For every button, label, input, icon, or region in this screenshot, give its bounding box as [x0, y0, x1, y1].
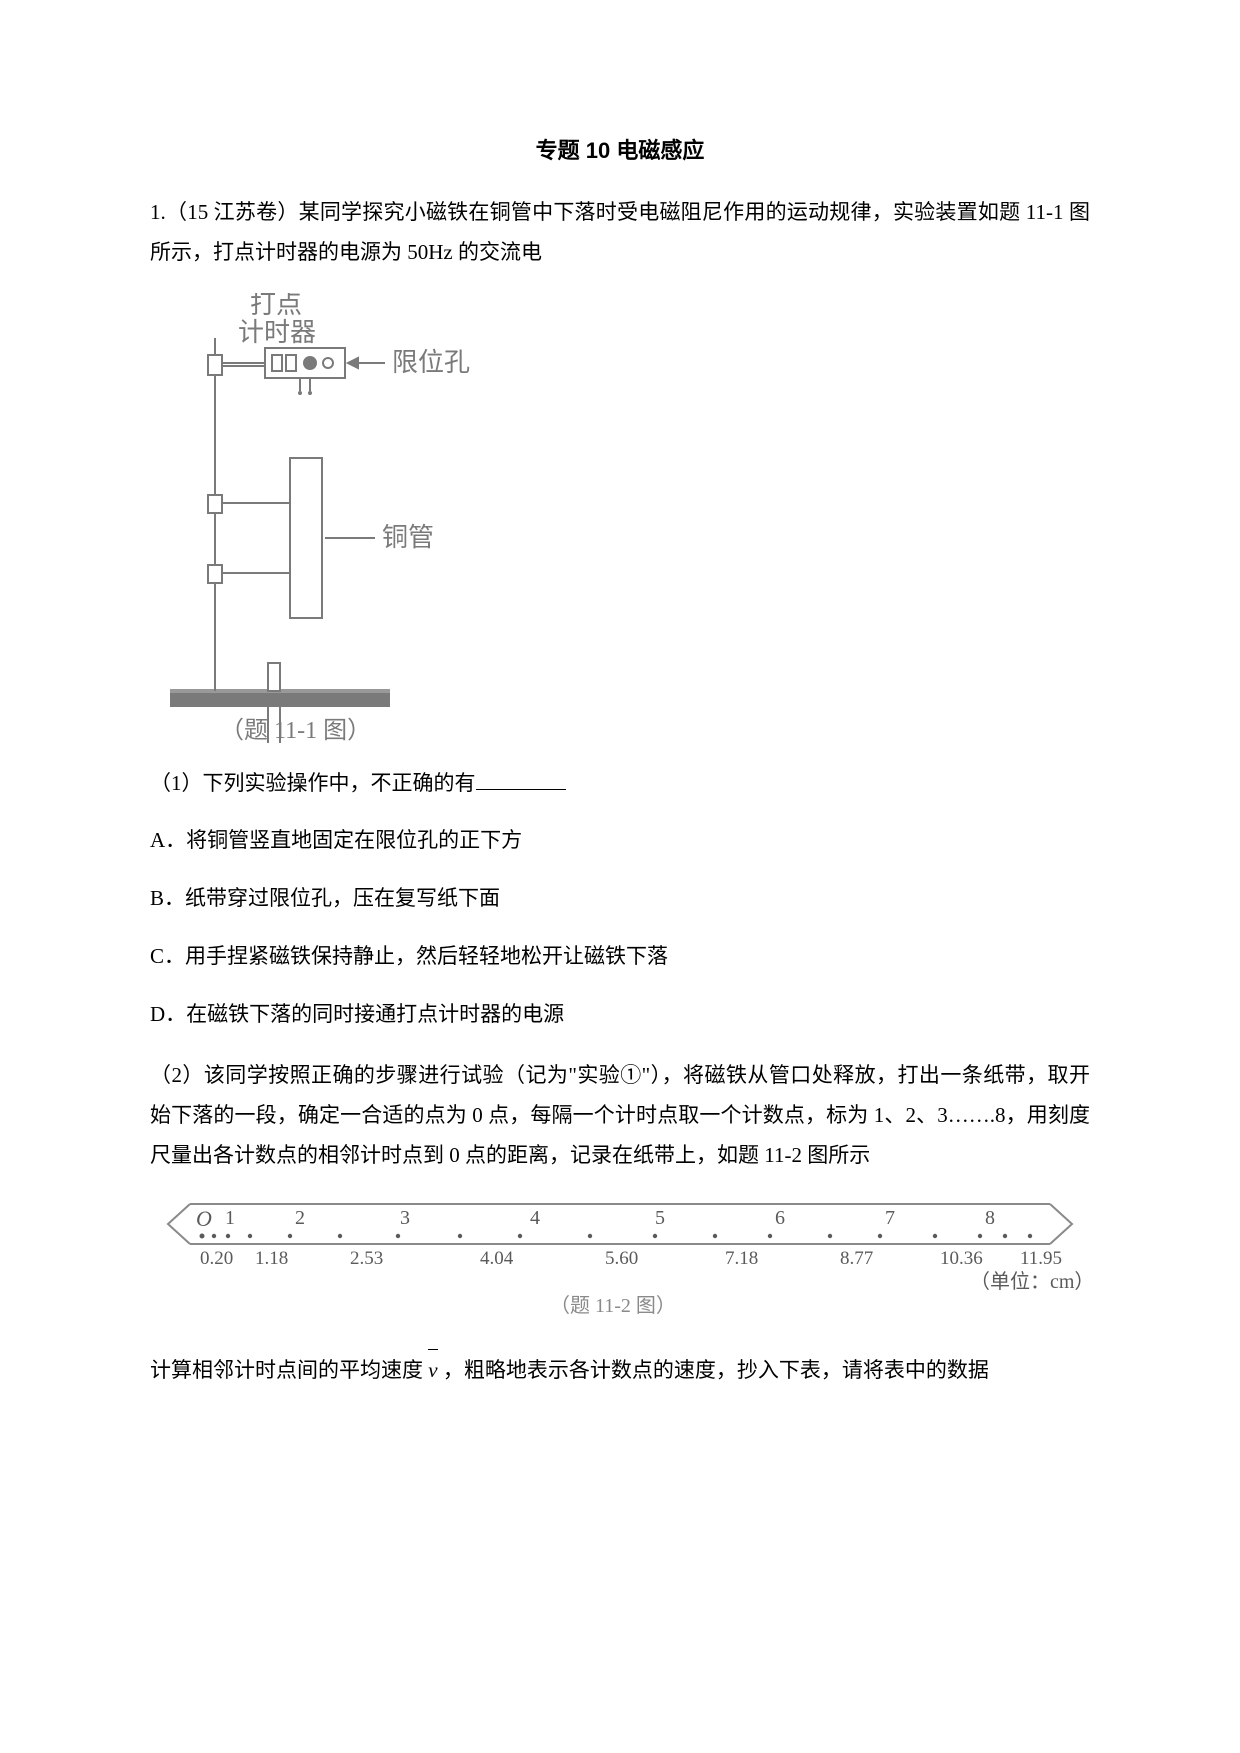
sub1-stem-text: （1）下列实验操作中，不正确的有: [150, 771, 476, 795]
tape-value: 1.18: [255, 1248, 288, 1269]
tape-dot: [653, 1234, 657, 1238]
label-timer-1: 打点: [250, 293, 302, 319]
opt-c: C．用手捏紧磁铁保持静止，然后轻轻地松开让磁铁下落: [150, 937, 1090, 977]
tape-dot: [338, 1234, 342, 1238]
tail-post: ，粗略地表示各计数点的速度，抄入下表，请将表中的数据: [443, 1358, 989, 1382]
tape-tick-label: 3: [400, 1207, 410, 1229]
tape-dot: [768, 1234, 772, 1238]
tape-value: 2.53: [350, 1248, 383, 1269]
tape-value: 8.77: [840, 1248, 873, 1269]
tape-tick-label: 4: [530, 1207, 540, 1229]
tape-dot: [933, 1234, 937, 1238]
tape-tick-label: 7: [885, 1207, 895, 1229]
tape-value: 0.20: [200, 1248, 233, 1269]
fig2-caption: （题 11-2 图）: [550, 1294, 676, 1316]
label-timer-2: 计时器: [238, 318, 316, 347]
v-letter: v: [428, 1358, 437, 1382]
figure-11-1: 打点 计时器 限位孔 铜管 （题 11-1 图）: [160, 293, 1090, 743]
opt-b: B．纸带穿过限位孔，压在复写纸下面: [150, 879, 1090, 919]
figure-11-2: O 1 2 3 4 5 6 7 8 0.20 1.18 2.53 4.04 5.60 7.18 8.77 1…: [150, 1196, 1090, 1330]
tape-value: 11.95: [1020, 1248, 1062, 1269]
tape-dot: [458, 1234, 462, 1238]
tape-dot: [288, 1234, 292, 1238]
tape-dot: [828, 1234, 832, 1238]
label-hole: 限位孔: [392, 348, 470, 377]
tape-dot: [713, 1234, 717, 1238]
tape-dot: [518, 1234, 522, 1238]
tape-dot: [212, 1234, 216, 1238]
tape-dot: [1003, 1234, 1007, 1238]
fig1-caption: （题 11-1 图）: [220, 718, 371, 743]
tape-dot: [396, 1234, 400, 1238]
tape-tick-label: 1: [225, 1207, 235, 1229]
sub2-stem: （2）该同学按照正确的步骤进行试验（记为"实验①"），将磁铁从管口处释放，打出一…: [150, 1056, 1090, 1176]
sub1-stem: （1）下列实验操作中，不正确的有: [150, 764, 1090, 804]
tape-tick-label: 8: [985, 1207, 995, 1229]
opt-a: A．将铜管竖直地固定在限位孔的正下方: [150, 821, 1090, 861]
page: 专题 10 电磁感应 1.（15 江苏卷）某同学探究小磁铁在铜管中下落时受电磁阻…: [0, 0, 1240, 1753]
apparatus-svg: 打点 计时器 限位孔 铜管 （题 11-1 图）: [160, 293, 480, 743]
tail-pre: 计算相邻计时点间的平均速度: [150, 1358, 423, 1382]
tape-origin: O: [196, 1206, 212, 1231]
tape-dot: [978, 1234, 982, 1238]
tape-value: 10.36: [940, 1248, 983, 1269]
q1-stem: 1.（15 江苏卷）某同学探究小磁铁在铜管中下落时受电磁阻尼作用的运动规律，实验…: [150, 193, 1090, 273]
tape-value: 4.04: [480, 1248, 514, 1269]
tape-tick-label: 2: [295, 1207, 305, 1229]
tape-dot: [588, 1234, 592, 1238]
tape-dot: [226, 1234, 230, 1238]
tape-value: 7.18: [725, 1248, 758, 1269]
options: A．将铜管竖直地固定在限位孔的正下方 B．纸带穿过限位孔，压在复写纸下面 C．用…: [150, 821, 1090, 1035]
tape-tick-label: 6: [775, 1207, 785, 1229]
tape-tick-label: 5: [655, 1207, 665, 1229]
tail-para: 计算相邻计时点间的平均速度 v ，粗略地表示各计数点的速度，抄入下表，请将表中的…: [150, 1351, 1090, 1391]
tape-dot: [1028, 1234, 1032, 1238]
tape-dot: [248, 1234, 252, 1238]
tape-dot: [878, 1234, 882, 1238]
tape-unit: （单位：cm）: [970, 1270, 1090, 1293]
vbar-symbol: v: [428, 1351, 437, 1391]
tape-svg: O 1 2 3 4 5 6 7 8 0.20 1.18 2.53 4.04 5.60 7.18 8.77 1…: [150, 1196, 1090, 1316]
tape-value: 5.60: [605, 1248, 638, 1269]
label-tube: 铜管: [382, 523, 434, 552]
blank-answer: [476, 768, 566, 790]
topic-title: 专题 10 电磁感应: [150, 130, 1090, 172]
opt-d: D．在磁铁下落的同时接通打点计时器的电源: [150, 995, 1090, 1035]
